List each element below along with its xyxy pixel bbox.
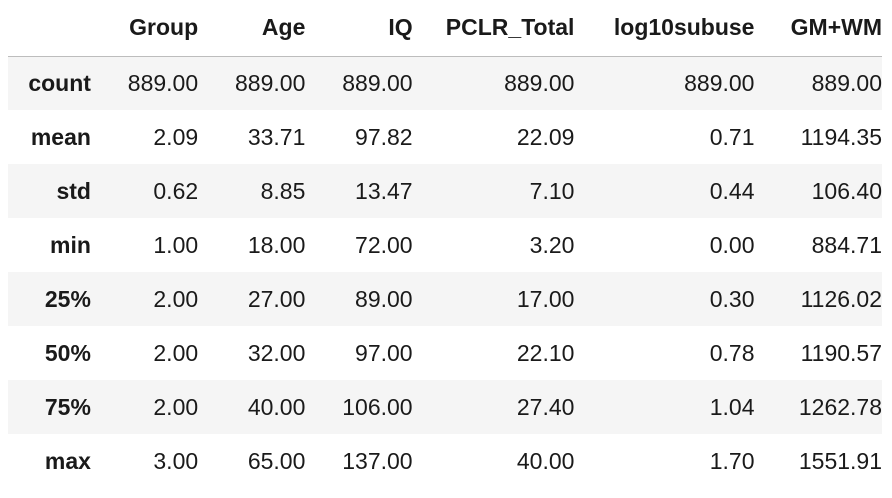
table-cell: 0.44 xyxy=(709,177,755,204)
table-cell: 889.00 xyxy=(684,69,755,96)
column-header-log10subuse: log10subuse xyxy=(613,14,755,41)
column-header-pclr-total: PCLR_Total xyxy=(445,14,575,41)
column-header-age: Age xyxy=(261,14,306,41)
table-cell: 884.71 xyxy=(811,231,882,258)
table-cell: 1190.57 xyxy=(800,339,882,366)
table-cell: 22.10 xyxy=(516,339,575,366)
table-cell: 13.47 xyxy=(355,177,413,204)
table-cell: 72.00 xyxy=(355,231,413,258)
table-cell: 2.00 xyxy=(153,393,199,420)
table-cell: 3.20 xyxy=(529,231,575,258)
table-cell: 32.00 xyxy=(247,339,306,366)
table-cell: 0.00 xyxy=(709,231,755,258)
table-row: 75% 2.00 40.00 106.00 27.40 1.04 1262.78 xyxy=(8,380,882,434)
table-cell: 106.40 xyxy=(811,177,882,204)
row-label: 75% xyxy=(44,393,91,420)
table-cell: 22.09 xyxy=(516,123,575,150)
table-cell: 1.04 xyxy=(709,393,755,420)
table-cell: 7.10 xyxy=(529,177,575,204)
table-cell: 2.00 xyxy=(153,285,199,312)
table-row: 25% 2.00 27.00 89.00 17.00 0.30 1126.02 xyxy=(8,272,882,326)
row-label: count xyxy=(28,69,91,96)
index-header xyxy=(8,0,91,56)
table-row: count 889.00 889.00 889.00 889.00 889.00… xyxy=(8,56,882,110)
table-header: Group Age IQ PCLR_Total log10subuse GM+W… xyxy=(8,0,882,56)
table-cell: 889.00 xyxy=(811,69,882,96)
table-cell: 0.30 xyxy=(709,285,755,312)
table-cell: 27.40 xyxy=(516,393,575,420)
table-cell: 889.00 xyxy=(504,69,575,96)
table-cell: 27.00 xyxy=(247,285,306,312)
row-label: 25% xyxy=(44,285,91,312)
table-cell: 1126.02 xyxy=(800,285,882,312)
table-cell: 97.82 xyxy=(355,123,413,150)
row-label: min xyxy=(50,231,91,258)
table-cell: 65.00 xyxy=(247,447,306,474)
table-row: mean 2.09 33.71 97.82 22.09 0.71 1194.35 xyxy=(8,110,882,164)
table-cell: 40.00 xyxy=(516,447,575,474)
table-cell: 1.00 xyxy=(153,231,199,258)
table-cell: 8.85 xyxy=(260,177,306,204)
table-cell: 3.00 xyxy=(153,447,199,474)
column-header-iq: IQ xyxy=(388,14,413,41)
table-cell: 0.62 xyxy=(153,177,199,204)
column-header-gm-wm: GM+WM xyxy=(790,14,882,41)
table-cell: 1551.91 xyxy=(798,447,882,474)
table-cell: 2.00 xyxy=(153,339,199,366)
table-cell: 89.00 xyxy=(355,285,413,312)
table-cell: 889.00 xyxy=(127,69,199,96)
table-cell: 1262.78 xyxy=(798,393,882,420)
table-row: max 3.00 65.00 137.00 40.00 1.70 1551.91 xyxy=(8,434,882,488)
row-label: std xyxy=(56,177,91,204)
table-cell: 1194.35 xyxy=(800,123,882,150)
table-cell: 40.00 xyxy=(247,393,306,420)
table-cell: 889.00 xyxy=(235,69,306,96)
table-cell: 33.71 xyxy=(247,123,306,150)
table-body: count 889.00 889.00 889.00 889.00 889.00… xyxy=(8,56,882,488)
column-header-group: Group xyxy=(129,14,199,41)
row-label: mean xyxy=(30,123,91,150)
table-cell: 1.70 xyxy=(709,447,755,474)
table-row: std 0.62 8.85 13.47 7.10 0.44 106.40 xyxy=(8,164,882,218)
describe-table: Group Age IQ PCLR_Total log10subuse GM+W… xyxy=(8,0,882,488)
table-cell: 18.00 xyxy=(247,231,306,258)
table-cell: 137.00 xyxy=(342,447,413,474)
table-row: 50% 2.00 32.00 97.00 22.10 0.78 1190.57 xyxy=(8,326,882,380)
table-cell: 0.78 xyxy=(709,339,755,366)
table-cell: 106.00 xyxy=(342,393,413,420)
row-label: 50% xyxy=(44,339,91,366)
table-row: min 1.00 18.00 72.00 3.20 0.00 884.71 xyxy=(8,218,882,272)
table-cell: 0.71 xyxy=(709,123,755,150)
row-label: max xyxy=(44,447,91,474)
table-cell: 889.00 xyxy=(342,69,413,96)
table-cell: 2.09 xyxy=(153,123,199,150)
table-cell: 97.00 xyxy=(355,339,413,366)
table-cell: 17.00 xyxy=(516,285,575,312)
header-row: Group Age IQ PCLR_Total log10subuse GM+W… xyxy=(8,0,882,56)
